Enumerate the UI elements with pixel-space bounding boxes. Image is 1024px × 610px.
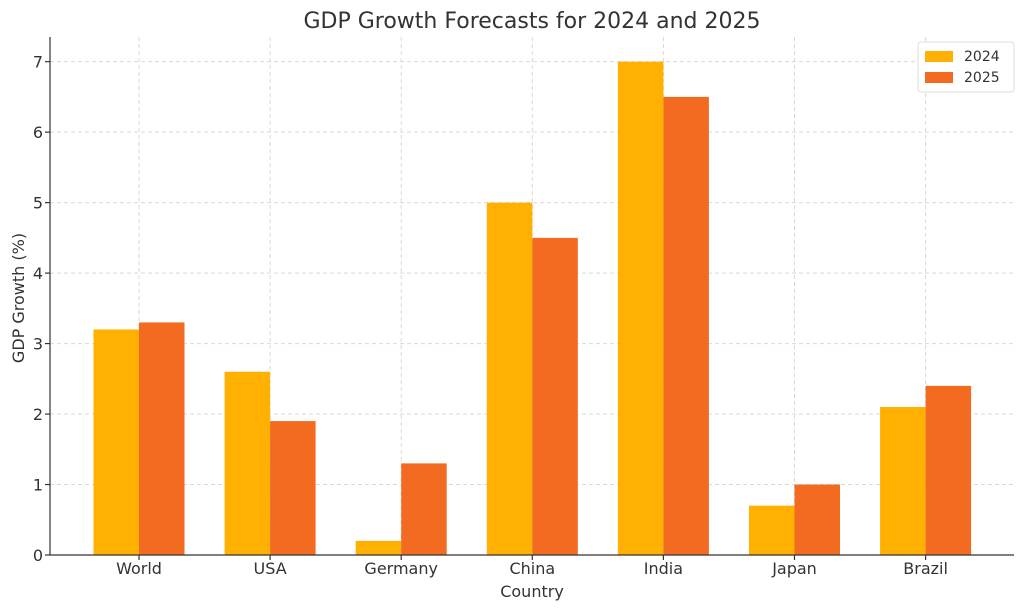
x-tick-labels: World USA Germany China India Japan Brazil (116, 559, 948, 578)
bar-2025-usa (270, 421, 316, 555)
x-tick-label: Germany (364, 559, 438, 578)
legend-label-2025: 2025 (964, 70, 1000, 86)
y-tick-label: 0 (33, 546, 43, 565)
legend-swatch-2025 (925, 72, 953, 83)
x-tick-label: India (644, 559, 683, 578)
x-axis-label: Country (500, 582, 564, 601)
bar-2024-world (93, 329, 139, 555)
x-tick-label: Brazil (903, 559, 948, 578)
bar-2025-japan (794, 484, 840, 555)
bar-2024-germany (355, 540, 402, 555)
legend-label-2024: 2024 (964, 49, 1000, 65)
y-tick-label: 5 (33, 194, 43, 213)
bars (93, 61, 972, 556)
bar-2024-brazil (880, 407, 926, 555)
y-tick-labels: 0 1 2 3 4 5 6 7 (33, 53, 43, 565)
y-axis-label: GDP Growth (%) (9, 233, 28, 363)
y-tick-label: 2 (33, 405, 43, 424)
x-tick-label: Japan (771, 559, 817, 578)
bar-2025-brazil (925, 385, 972, 555)
x-tick-label: USA (254, 559, 287, 578)
y-tick-label: 7 (33, 53, 43, 72)
y-tick-label: 4 (33, 264, 43, 283)
bar-2024-usa (224, 371, 271, 555)
x-tick-label: World (116, 559, 162, 578)
y-tick-label: 1 (33, 476, 43, 495)
bar-2025-china (532, 237, 578, 555)
x-tick-label: China (509, 559, 555, 578)
legend: 2024 2025 (917, 41, 1015, 93)
bar-2025-germany (401, 463, 447, 555)
axes (45, 37, 1014, 560)
chart-title: GDP Growth Forecasts for 2024 and 2025 (303, 9, 760, 34)
legend-swatch-2024 (925, 51, 953, 62)
y-tick-label: 3 (33, 335, 43, 354)
bar-2024-japan (749, 505, 795, 555)
bar-2024-india (617, 61, 664, 556)
bar-2025-world (139, 322, 185, 555)
bar-2024-china (486, 202, 533, 555)
y-tick-label: 6 (33, 123, 43, 142)
bar-2025-india (663, 96, 709, 556)
